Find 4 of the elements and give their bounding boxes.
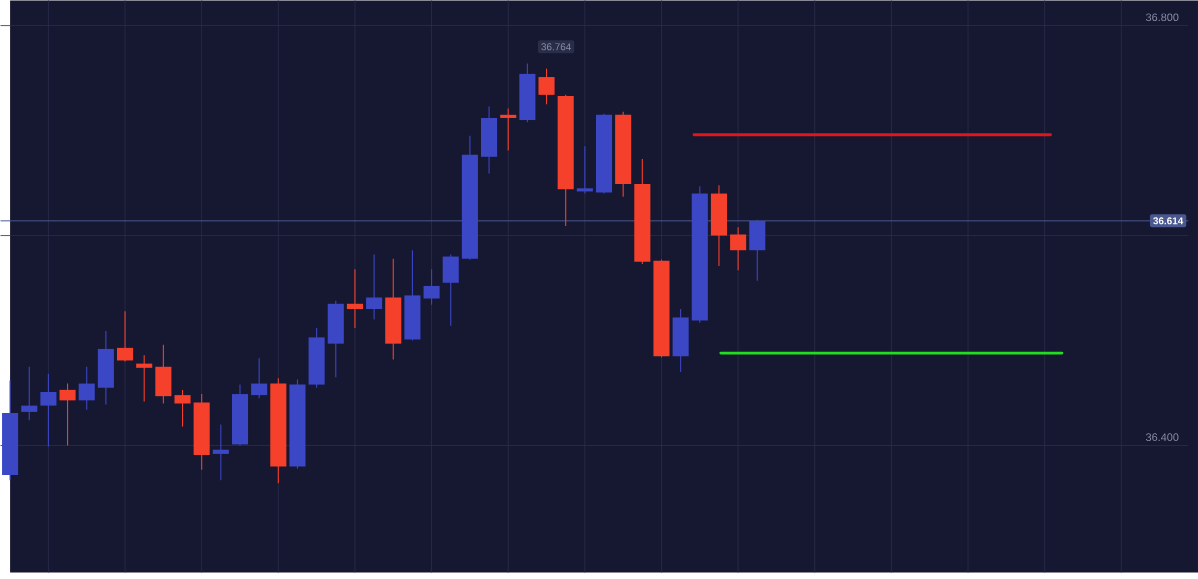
y-tick-label: 36.400 [1145,433,1179,441]
ref-line-label: 36.614 [1153,217,1184,225]
annotation: 36.764 [541,43,571,51]
y-tick-label: 36.800 [1145,13,1179,21]
